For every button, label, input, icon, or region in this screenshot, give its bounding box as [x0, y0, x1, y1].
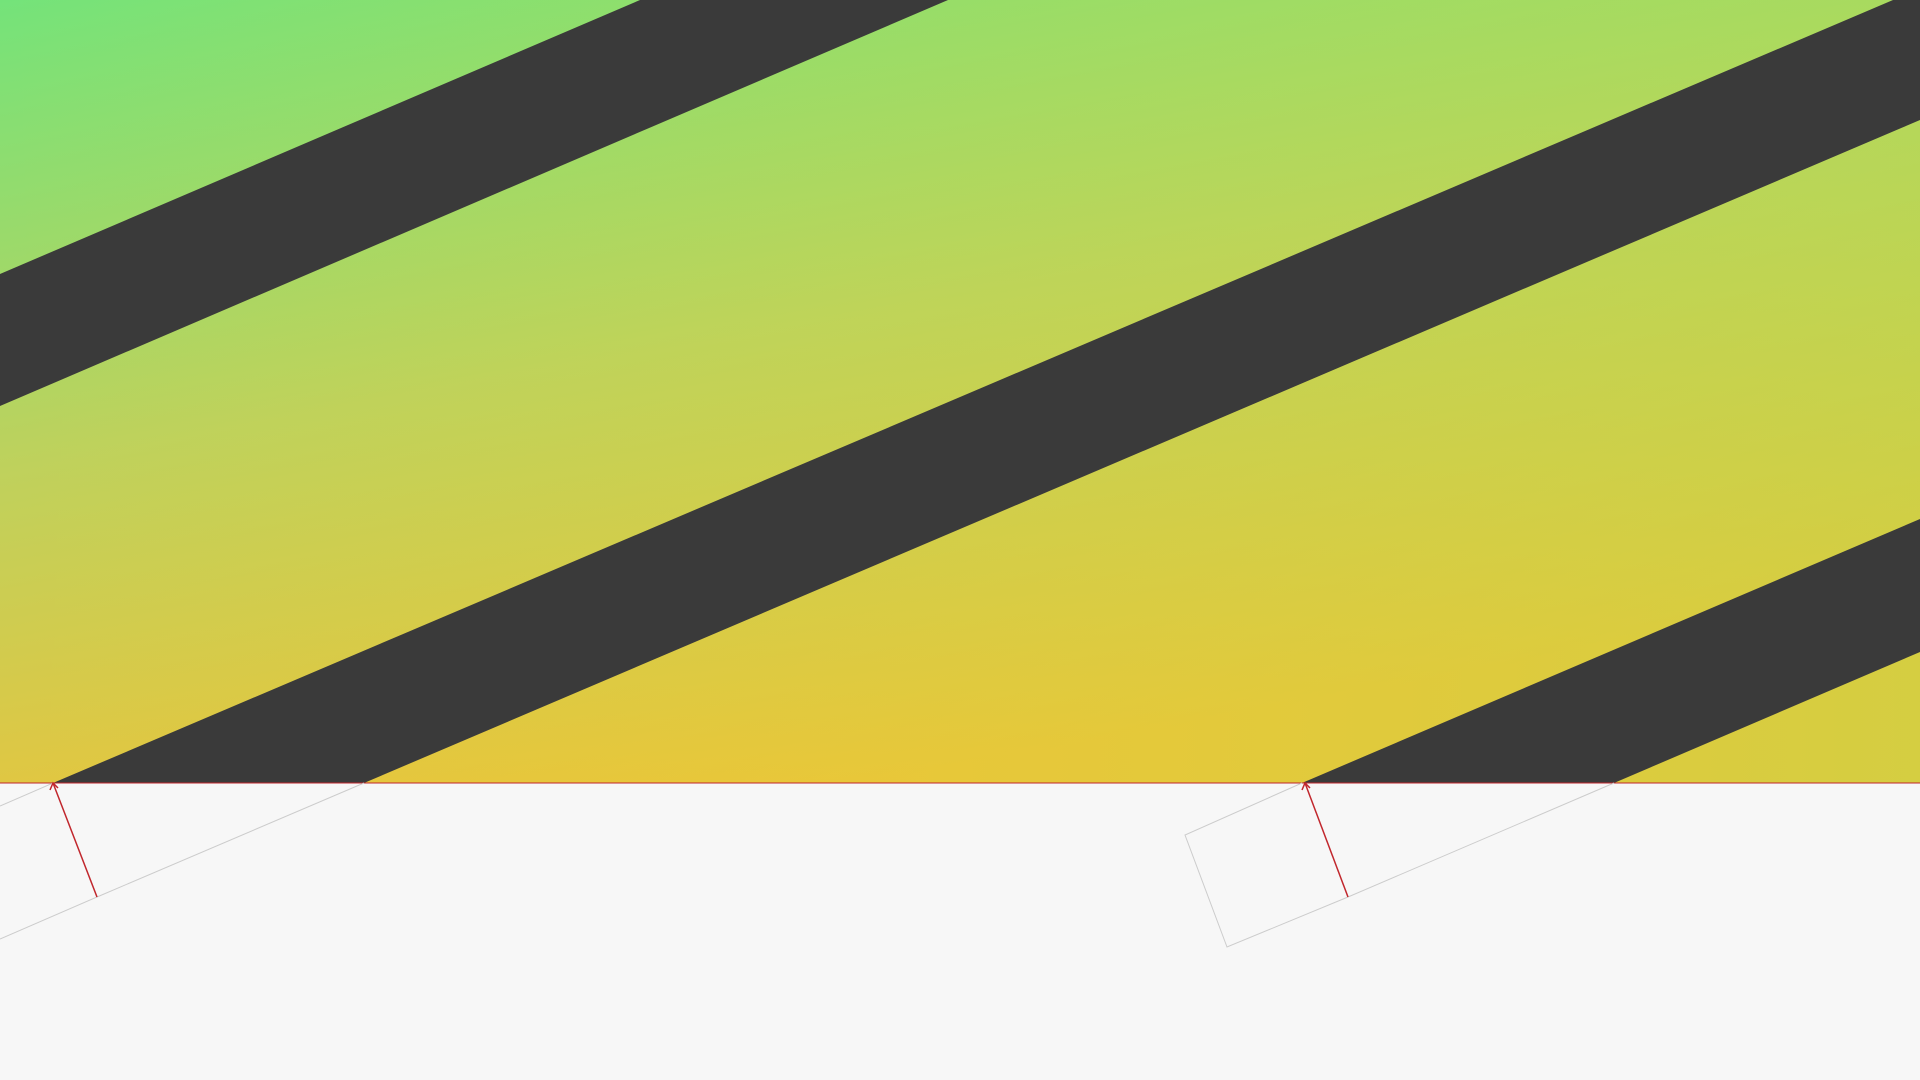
reflection-outline-right: [1184, 782, 1615, 948]
diagonal-stripe-1: [0, 0, 948, 406]
arrowhead-right-icon: [1301, 781, 1311, 791]
stripe-group: [0, 0, 1920, 783]
measure-line-left: [52, 782, 98, 898]
measure-line-right: [1304, 782, 1349, 898]
diagonal-stripe-2: [53, 0, 1920, 783]
arrowhead-left-icon: [49, 781, 59, 791]
measurement-markers: [49, 781, 1349, 898]
diagonal-stripe-3: [1302, 519, 1920, 783]
reflection-edge-left: [96, 782, 365, 898]
